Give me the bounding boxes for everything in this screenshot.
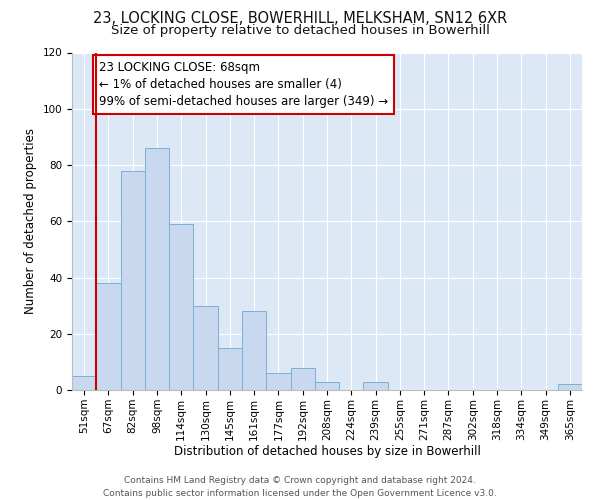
Y-axis label: Number of detached properties: Number of detached properties	[24, 128, 37, 314]
Text: 23 LOCKING CLOSE: 68sqm
← 1% of detached houses are smaller (4)
99% of semi-deta: 23 LOCKING CLOSE: 68sqm ← 1% of detached…	[99, 61, 388, 108]
Bar	[72, 376, 96, 390]
Bar	[315, 382, 339, 390]
Text: Size of property relative to detached houses in Bowerhill: Size of property relative to detached ho…	[110, 24, 490, 37]
Bar	[96, 283, 121, 390]
Bar	[218, 348, 242, 390]
Bar	[558, 384, 582, 390]
Bar	[193, 306, 218, 390]
Bar	[266, 373, 290, 390]
Text: Contains HM Land Registry data © Crown copyright and database right 2024.
Contai: Contains HM Land Registry data © Crown c…	[103, 476, 497, 498]
Text: 23, LOCKING CLOSE, BOWERHILL, MELKSHAM, SN12 6XR: 23, LOCKING CLOSE, BOWERHILL, MELKSHAM, …	[93, 11, 507, 26]
Bar	[145, 148, 169, 390]
Bar	[364, 382, 388, 390]
Bar	[242, 311, 266, 390]
Bar	[121, 170, 145, 390]
Bar	[169, 224, 193, 390]
X-axis label: Distribution of detached houses by size in Bowerhill: Distribution of detached houses by size …	[173, 446, 481, 458]
Bar	[290, 368, 315, 390]
